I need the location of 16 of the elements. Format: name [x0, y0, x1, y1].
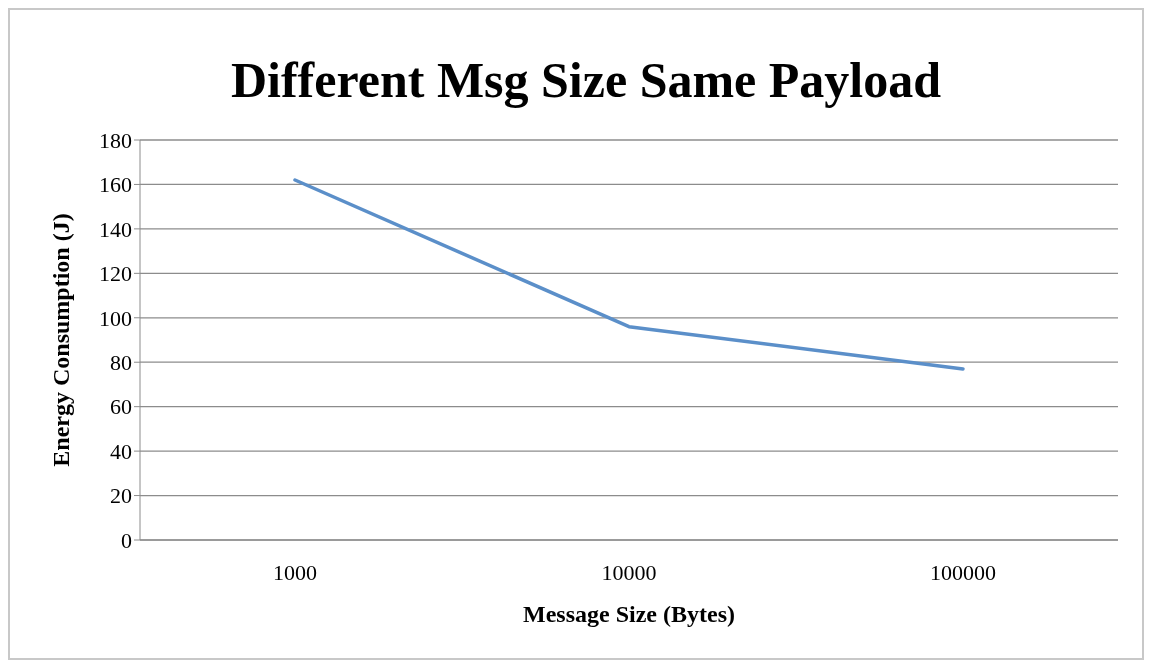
- y-tick-label: 40: [110, 438, 132, 464]
- x-tick-label: 100000: [930, 559, 996, 585]
- y-tick-label: 180: [99, 127, 132, 153]
- x-tick-label: 10000: [601, 559, 657, 585]
- y-tick-label: 0: [121, 527, 132, 553]
- y-tick-label: 80: [110, 350, 132, 376]
- chart-title: Different Msg Size Same Payload: [229, 51, 943, 110]
- x-axis-title: Message Size (Bytes): [523, 601, 735, 627]
- y-tick-label: 140: [99, 216, 132, 242]
- x-tick-label: 1000: [273, 559, 317, 585]
- y-tick-label: 100: [99, 305, 132, 331]
- y-tick-label: 120: [99, 261, 132, 287]
- y-tick-label: 160: [99, 172, 132, 198]
- y-axis-title: Energy Consumption (J): [47, 213, 74, 467]
- y-tick-label: 20: [110, 483, 132, 509]
- y-tick-label: 60: [110, 394, 132, 420]
